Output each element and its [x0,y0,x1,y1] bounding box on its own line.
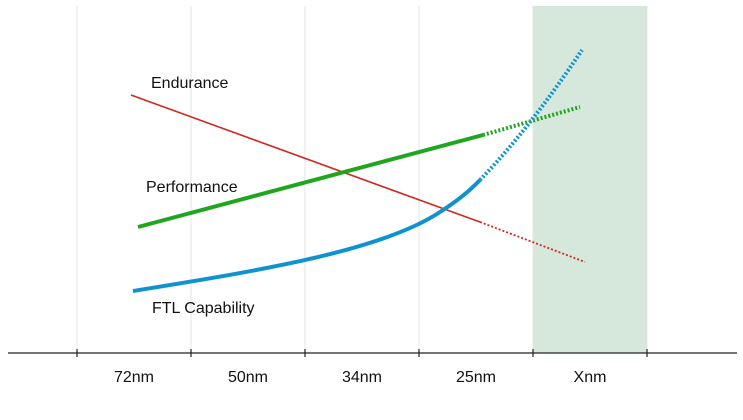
category-label: 25nm [456,369,496,386]
performance-line [137,133,484,229]
series-label: Performance [146,179,238,196]
ftl-projection [478,48,584,182]
endurance-line [130,94,481,223]
category-label: 50nm [228,369,268,386]
ticks [76,349,648,357]
category-label: 72nm [114,369,154,386]
future-region [533,6,647,353]
ftl-line [132,178,482,293]
category-label: Xnm [574,369,607,386]
category-label: 34nm [342,369,382,386]
performance-projection [482,105,581,137]
endurance-projection [479,221,586,263]
series-label: FTL Capability [152,300,255,317]
series-label: Endurance [151,75,228,92]
grid [76,6,648,353]
